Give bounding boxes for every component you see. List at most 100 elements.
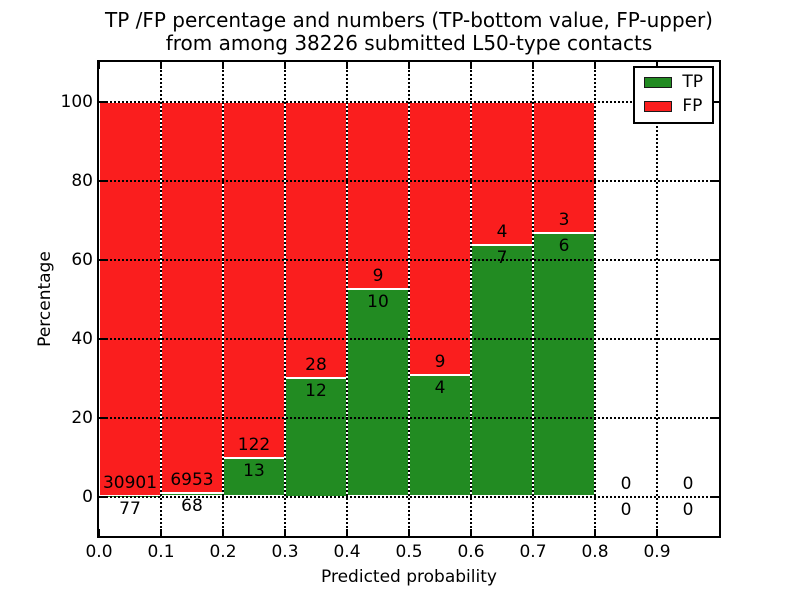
x-tick-mark bbox=[594, 529, 596, 536]
y-tick-mark bbox=[99, 337, 106, 340]
x-tick-mark bbox=[532, 529, 534, 536]
fp-count-label: 122 bbox=[237, 435, 271, 456]
y-axis-label: Percentage bbox=[35, 251, 55, 347]
x-tick-label: 0.3 bbox=[271, 542, 299, 562]
y-tick-mark bbox=[712, 337, 719, 340]
fp-count-label: 9 bbox=[372, 265, 384, 286]
x-tick-mark bbox=[346, 529, 348, 536]
x-tick-label: 0.9 bbox=[643, 542, 671, 562]
y-tick-mark bbox=[712, 416, 719, 419]
fp-count-label: 4 bbox=[496, 222, 508, 243]
y-tick-mark bbox=[99, 258, 106, 261]
fp-bar-segment bbox=[409, 101, 471, 375]
vertical-gridline bbox=[656, 62, 658, 536]
tp-bar-segment bbox=[533, 233, 595, 497]
tp-color-swatch bbox=[644, 77, 673, 88]
tp-bar-segment bbox=[347, 288, 409, 497]
x-tick-label: 0.8 bbox=[581, 542, 609, 562]
vertical-gridline bbox=[160, 62, 162, 536]
x-tick-mark bbox=[346, 62, 348, 69]
x-tick-label: 0.4 bbox=[333, 542, 361, 562]
fp-bar-segment bbox=[533, 101, 595, 234]
vertical-gridline bbox=[222, 62, 224, 536]
x-tick-label: 0.6 bbox=[457, 542, 485, 562]
y-tick-label: 20 bbox=[71, 407, 93, 428]
x-tick-label: 0.2 bbox=[209, 542, 237, 562]
legend-label-tp: TP bbox=[682, 72, 703, 92]
y-tick-label: 80 bbox=[71, 170, 93, 191]
x-tick-mark bbox=[408, 62, 410, 69]
legend: TP FP bbox=[633, 66, 714, 124]
fp-color-swatch bbox=[644, 101, 673, 112]
x-tick-mark bbox=[284, 529, 286, 536]
x-tick-mark bbox=[470, 529, 472, 536]
y-tick-mark bbox=[712, 179, 719, 182]
tp-count-label: 4 bbox=[434, 377, 446, 398]
x-tick-mark bbox=[222, 529, 224, 536]
y-tick-mark bbox=[712, 100, 719, 103]
y-tick-mark bbox=[99, 179, 106, 182]
chart-title: TP /FP percentage and numbers (TP-bottom… bbox=[99, 9, 719, 55]
vertical-gridline bbox=[470, 62, 472, 536]
x-tick-label: 0.5 bbox=[395, 542, 423, 562]
fp-count-label: 6953 bbox=[170, 469, 214, 490]
x-tick-mark bbox=[408, 529, 410, 536]
plot-area: 30901 77 6953 68 122 13 28 12 9 10 9 4 4 7 3 6 0 0 0 0 TP F… bbox=[97, 60, 721, 538]
fp-bar-segment bbox=[347, 101, 409, 289]
tp-count-label: 68 bbox=[181, 495, 203, 516]
y-tick-label: 0 bbox=[82, 486, 93, 507]
x-tick-label: 0.0 bbox=[85, 542, 113, 562]
x-tick-mark bbox=[470, 62, 472, 69]
fp-count-label: 9 bbox=[434, 351, 446, 372]
y-tick-mark bbox=[712, 495, 719, 498]
tp-bar-segment bbox=[471, 245, 533, 497]
x-axis-label: Predicted probability bbox=[321, 567, 497, 587]
y-tick-label: 40 bbox=[71, 328, 93, 349]
fp-count-label: 30901 bbox=[102, 472, 158, 493]
x-tick-mark bbox=[222, 62, 224, 69]
fp-bar-segment bbox=[161, 101, 223, 493]
y-tick-mark bbox=[99, 100, 106, 103]
legend-label-fp: FP bbox=[682, 96, 703, 116]
tp-count-label: 6 bbox=[558, 236, 570, 257]
vertical-gridline bbox=[594, 62, 596, 536]
x-tick-mark bbox=[656, 62, 658, 69]
vertical-gridline bbox=[532, 62, 534, 536]
fp-bar-segment bbox=[99, 101, 161, 496]
fp-count-label: 3 bbox=[558, 210, 570, 231]
tp-count-label: 0 bbox=[620, 499, 632, 520]
y-tick-mark bbox=[712, 258, 719, 261]
x-tick-mark bbox=[532, 62, 534, 69]
chart-title-line1: TP /FP percentage and numbers (TP-bottom… bbox=[105, 8, 713, 32]
x-tick-mark bbox=[284, 62, 286, 69]
vertical-gridline bbox=[284, 62, 286, 536]
legend-item-tp: TP bbox=[644, 74, 703, 91]
y-tick-mark bbox=[99, 416, 106, 419]
tp-count-label: 13 bbox=[243, 461, 265, 482]
fp-count-label: 0 bbox=[682, 473, 694, 494]
tp-count-label: 10 bbox=[367, 291, 389, 312]
fp-count-label: 0 bbox=[620, 473, 632, 494]
x-tick-mark bbox=[594, 62, 596, 69]
tp-count-label: 0 bbox=[682, 499, 694, 520]
x-tick-label: 0.1 bbox=[147, 542, 175, 562]
tp-count-label: 77 bbox=[119, 498, 141, 519]
x-tick-mark bbox=[160, 62, 162, 69]
fp-bar-segment bbox=[223, 101, 285, 459]
x-tick-mark bbox=[98, 529, 100, 536]
x-tick-mark bbox=[656, 529, 658, 536]
y-tick-label: 100 bbox=[60, 91, 93, 112]
vertical-gridline bbox=[346, 62, 348, 536]
y-tick-label: 60 bbox=[71, 249, 93, 270]
tp-count-label: 12 bbox=[305, 381, 327, 401]
fp-bar-segment bbox=[285, 101, 347, 378]
x-tick-label: 0.7 bbox=[519, 542, 547, 562]
y-tick-mark bbox=[99, 495, 106, 498]
chart-title-line2: from among 38226 submitted L50-type cont… bbox=[165, 31, 653, 55]
tp-count-label: 7 bbox=[496, 248, 508, 269]
x-tick-mark bbox=[98, 62, 100, 69]
tp-bar-segment bbox=[223, 458, 285, 497]
legend-item-fp: FP bbox=[644, 98, 703, 115]
x-tick-mark bbox=[160, 529, 162, 536]
